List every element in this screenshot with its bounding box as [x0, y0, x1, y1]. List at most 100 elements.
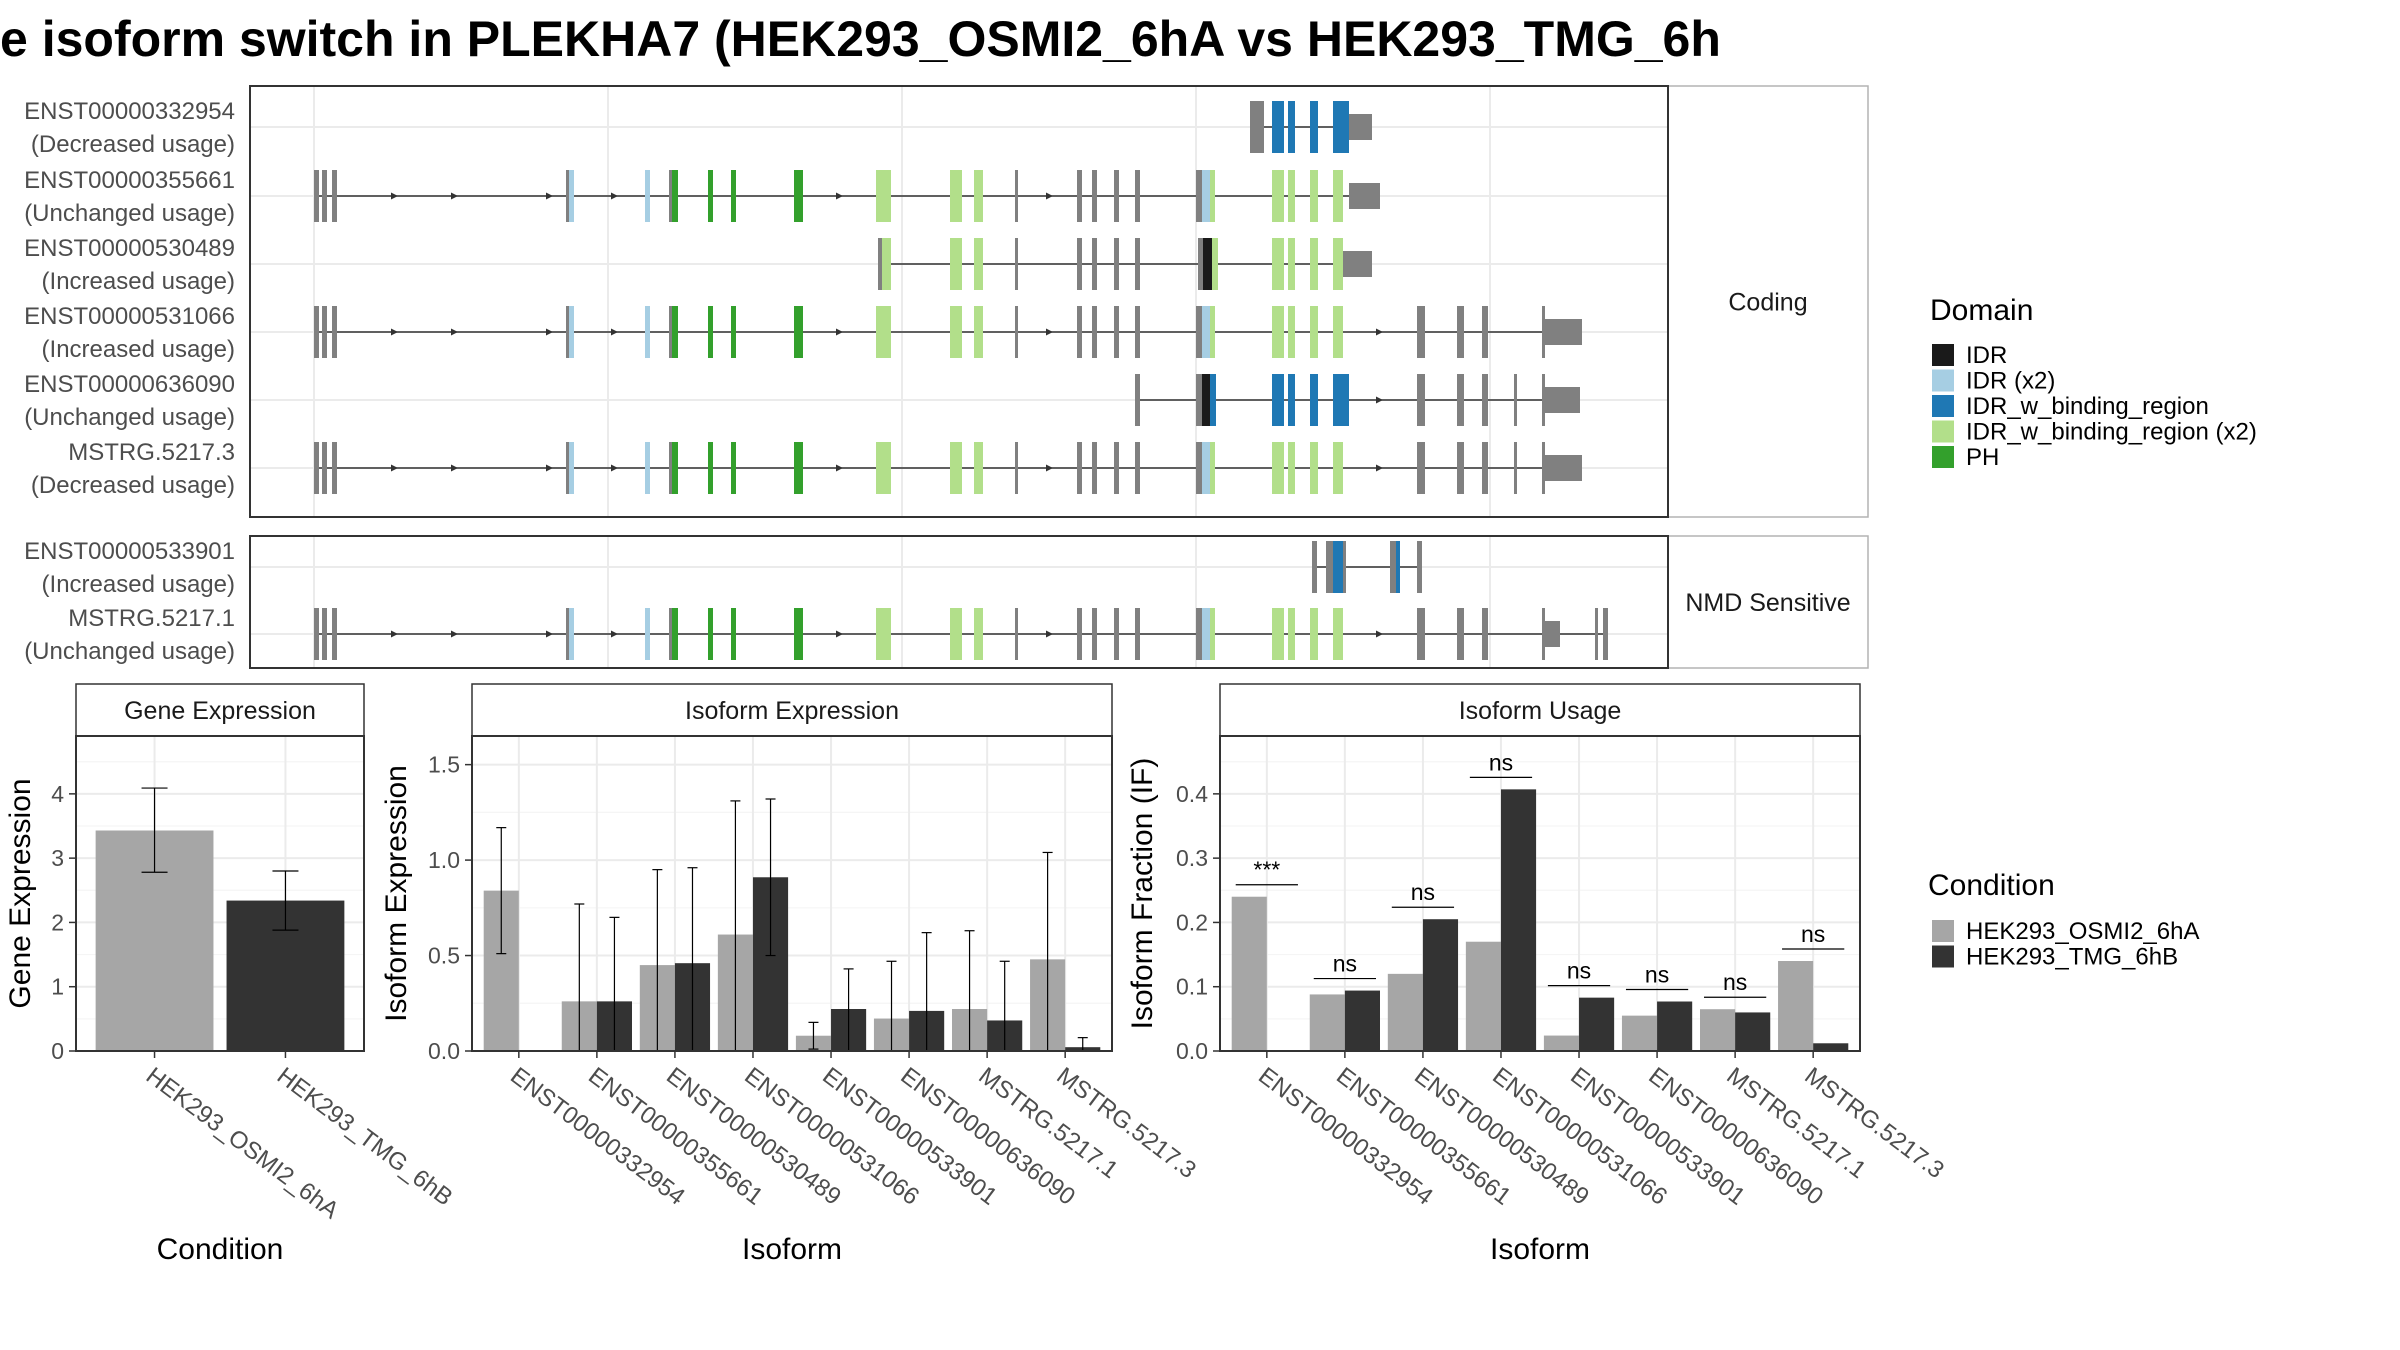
strand-arrow — [1376, 328, 1383, 336]
bar — [1465, 941, 1501, 1051]
exon-block — [1250, 101, 1256, 153]
strand-arrow — [611, 464, 618, 472]
exon-block — [974, 170, 983, 222]
exon-block — [672, 608, 678, 660]
exon-block — [645, 442, 650, 494]
significance-label: ns — [1801, 921, 1825, 947]
bar — [1231, 896, 1267, 1051]
exon-block — [876, 608, 891, 660]
domain-legend-swatch — [1932, 420, 1954, 443]
exon-block — [1457, 608, 1464, 660]
strand-arrow — [1046, 630, 1053, 638]
exon-block — [314, 442, 319, 494]
exon-block — [569, 442, 574, 494]
significance-label: ns — [1567, 958, 1591, 984]
exon-block — [669, 170, 673, 222]
x-axis-title: Isoform — [742, 1233, 842, 1266]
exon-block — [1333, 608, 1343, 660]
exon-block — [314, 306, 319, 358]
facet-strip-label: Coding — [1728, 289, 1807, 317]
exon-block — [1310, 442, 1318, 494]
transcript-row: ENST00000530489 (Increased usage) — [24, 235, 1372, 295]
exon-block — [1333, 374, 1349, 426]
y-tick-label: 1.0 — [428, 847, 460, 873]
exon-block — [731, 442, 736, 494]
exon-block — [950, 442, 962, 494]
exon-block — [794, 442, 803, 494]
transcript-id-label: ENST00000533901 — [24, 538, 235, 565]
transcript-row: MSTRG.5217.3 (Decreased usage) — [31, 439, 1582, 499]
exon-block — [794, 170, 803, 222]
exon-block — [569, 170, 574, 222]
structure-facet-nmd-sensitive: NMD Sensitive ENST00000533901 (Increased u… — [24, 535, 1869, 669]
exon-block — [1015, 170, 1018, 222]
strand-arrow — [391, 192, 398, 200]
transcript-row: MSTRG.5217.1 (Unchanged usage) — [24, 605, 1608, 665]
transcript-id-label: MSTRG.5217.3 — [68, 439, 235, 466]
exon-block — [1333, 170, 1343, 222]
exon-block — [1210, 442, 1215, 494]
exon-block — [1457, 374, 1464, 426]
transcript-usage-label: (Unchanged usage) — [24, 200, 235, 227]
y-tick-label: 0.3 — [1176, 845, 1208, 871]
transcript-usage-label: (Increased usage) — [42, 571, 235, 598]
strand-arrow — [836, 630, 843, 638]
transcript-usage-label: (Decreased usage) — [31, 131, 235, 158]
bar — [1813, 1043, 1849, 1051]
utr-block — [1349, 183, 1380, 209]
exon-block — [876, 170, 891, 222]
exon-block — [1288, 170, 1295, 222]
exon-block — [1542, 374, 1545, 426]
exon-block — [1210, 608, 1215, 660]
plot-border — [1219, 735, 1861, 1052]
utr-block — [1343, 251, 1372, 277]
exon-block — [669, 306, 673, 358]
exon-block — [1202, 170, 1210, 222]
exon-block — [1092, 306, 1097, 358]
y-tick-label: 0.0 — [1176, 1038, 1208, 1064]
panel-strip — [75, 683, 365, 737]
significance-label: *** — [1253, 857, 1280, 883]
exon-block — [1288, 442, 1295, 494]
condition-legend-swatch — [1932, 945, 1954, 968]
bar — [1700, 1009, 1736, 1051]
x-tick-label: MSTRG.5217.3 — [1800, 1062, 1949, 1184]
exon-block — [566, 442, 570, 494]
exon-block — [794, 608, 803, 660]
y-tick-label: 0.2 — [1176, 909, 1208, 935]
facet-strip — [1667, 535, 1869, 669]
exon-block — [645, 608, 650, 660]
exon-block — [1202, 374, 1210, 426]
exon-block — [974, 238, 983, 290]
bar — [1579, 997, 1615, 1051]
exon-block — [1196, 374, 1202, 426]
structure-panel-border — [249, 85, 1669, 518]
strand-arrow — [546, 328, 553, 336]
significance-label: ns — [1333, 951, 1357, 977]
exon-block — [1457, 306, 1464, 358]
transcript-id-label: ENST00000531066 — [24, 303, 235, 330]
utr-block — [1545, 455, 1582, 481]
exon-block — [566, 306, 570, 358]
strand-arrow — [546, 192, 553, 200]
y-tick-label: 4 — [51, 781, 64, 807]
plot-border — [471, 735, 1113, 1052]
transcript-usage-label: (Unchanged usage) — [24, 404, 235, 431]
exon-block — [974, 306, 983, 358]
exon-block — [332, 442, 337, 494]
exon-block — [1272, 608, 1284, 660]
exon-block — [1514, 442, 1517, 494]
exon-block — [566, 170, 570, 222]
facet-strip — [1667, 85, 1869, 518]
exon-block — [1333, 101, 1349, 153]
bar — [1500, 789, 1537, 1051]
exon-block — [1288, 238, 1295, 290]
exon-block — [1212, 238, 1218, 290]
transcript-id-label: ENST00000636090 — [24, 371, 235, 398]
x-tick-label: MSTRG.5217.3 — [1052, 1062, 1201, 1184]
exon-block — [1077, 170, 1082, 222]
exon-block — [1310, 608, 1318, 660]
